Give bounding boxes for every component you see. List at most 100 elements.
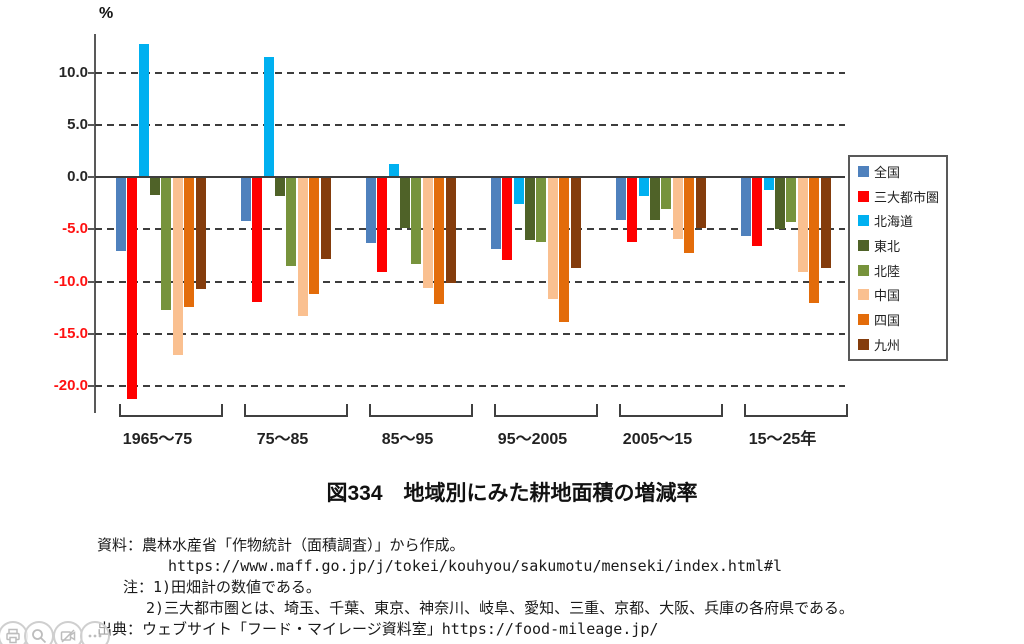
axis-bracket-85～95 <box>369 404 473 417</box>
x-category-label-15～25年: 15～25年 <box>748 431 817 448</box>
legend-label-四国: 四国 <box>874 313 901 329</box>
bar-全国-95～2005 <box>490 177 501 250</box>
bar-北陸-1965～75 <box>161 177 172 310</box>
bar-全国-15～25年 <box>740 177 751 236</box>
bar-三大都市圏-2005～15 <box>627 177 638 242</box>
legend-label-中国: 中国 <box>874 288 901 304</box>
bar-九州-75～85 <box>320 177 331 259</box>
zero-baseline <box>95 176 845 178</box>
y-tick-mark <box>88 71 95 74</box>
gridline-5.0 <box>95 123 845 126</box>
bar-中国-2005～15 <box>672 177 683 239</box>
legend-item-全国: 全国 <box>858 162 946 182</box>
legend-chip-北陸 <box>858 264 869 276</box>
bar-全国-2005～15 <box>615 177 626 220</box>
legend-label-九州: 九州 <box>874 337 901 353</box>
bar-北陸-75～85 <box>286 177 297 266</box>
bar-全国-1965～75 <box>115 177 126 252</box>
axis-bracket-75～85 <box>244 404 348 417</box>
bar-中国-95～2005 <box>547 177 558 300</box>
bar-三大都市圏-85～95 <box>377 177 388 273</box>
bar-九州-85～95 <box>445 177 456 283</box>
legend-item-北海道: 北海道 <box>858 211 946 231</box>
legend-chip-中国 <box>858 289 869 301</box>
legend-label-東北: 東北 <box>874 239 901 255</box>
legend-item-四国: 四国 <box>858 310 946 330</box>
bar-中国-85～95 <box>422 177 433 288</box>
note-source-url: https://www.maff.go.jp/j/tokei/kouhyou/s… <box>168 557 783 575</box>
y-tick-label-5.0: 5.0 <box>67 115 88 133</box>
legend-chip-三大都市圏 <box>858 190 869 202</box>
y-axis-line <box>94 34 96 413</box>
bar-北海道-15～25年 <box>763 177 774 190</box>
legend-item-九州: 九州 <box>858 334 946 354</box>
bar-四国-85～95 <box>434 177 445 305</box>
bar-東北-85～95 <box>399 177 410 229</box>
y-tick-mark <box>88 176 95 178</box>
legend-item-東北: 東北 <box>858 236 946 256</box>
gridline--5.0 <box>95 228 845 231</box>
x-category-label-85～95: 85～95 <box>381 431 434 448</box>
y-tick-mark <box>88 123 95 126</box>
chart-legend: 全国三大都市圏北海道東北北陸中国四国九州 <box>848 155 948 361</box>
bar-三大都市圏-15～25年 <box>752 177 763 246</box>
axis-bracket-2005～15 <box>619 404 723 417</box>
figure-title: 図334 地域別にみた耕地面積の増減率 <box>326 482 698 505</box>
x-category-label-75～85: 75～85 <box>256 431 309 448</box>
bar-九州-95～2005 <box>570 177 581 268</box>
bar-北海道-1965～75 <box>138 44 149 177</box>
y-tick-label--20.0: -20.0 <box>53 377 88 394</box>
legend-chip-全国 <box>858 166 869 178</box>
bar-北陸-85～95 <box>411 177 422 264</box>
y-tick-mark <box>88 385 95 387</box>
bar-九州-15～25年 <box>820 177 831 268</box>
x-category-label-95～2005: 95～2005 <box>497 431 568 448</box>
y-tick-mark <box>88 280 95 283</box>
x-category-label-1965～75: 1965～75 <box>122 431 193 448</box>
media-icon[interactable] <box>53 621 83 644</box>
axis-bracket-95～2005 <box>494 404 598 417</box>
legend-chip-東北 <box>858 240 869 252</box>
bar-三大都市圏-95～2005 <box>502 177 513 260</box>
bar-四国-15～25年 <box>809 177 820 304</box>
y-tick-label--10.0: -10.0 <box>53 272 88 290</box>
bar-九州-1965～75 <box>195 177 206 289</box>
y-tick-mark <box>88 228 95 231</box>
axis-bracket-1965～75 <box>119 404 223 417</box>
gridline-10.0 <box>95 71 845 74</box>
gridline--20.0 <box>95 385 845 387</box>
bar-四国-75～85 <box>309 177 320 295</box>
bar-北陸-15～25年 <box>786 177 797 222</box>
bar-東北-2005～15 <box>649 177 660 220</box>
bar-北海道-85～95 <box>388 164 399 177</box>
axis-bracket-15～25年 <box>744 404 848 417</box>
y-tick-label-0.0: 0.0 <box>67 168 88 185</box>
bar-東北-15～25年 <box>774 177 785 230</box>
y-tick-mark <box>88 332 95 335</box>
note-2-line: 2)三大都市圏とは、埼玉、千葉、東京、神奈川、岐阜、愛知、三重、京都、大阪、兵庫… <box>146 599 854 617</box>
legend-item-北陸: 北陸 <box>858 260 946 280</box>
bar-四国-2005～15 <box>684 177 695 254</box>
bar-北海道-95～2005 <box>513 177 524 205</box>
bar-中国-1965～75 <box>172 177 183 355</box>
bar-北陸-2005～15 <box>661 177 672 210</box>
zoom-icon[interactable] <box>24 621 54 644</box>
note-1-line: 注：1)田畑計の数値である。 <box>123 578 321 596</box>
bar-九州-2005～15 <box>695 177 706 229</box>
bar-全国-75～85 <box>240 177 251 221</box>
legend-chip-九州 <box>858 338 869 350</box>
bar-東北-1965～75 <box>149 177 160 195</box>
bar-三大都市圏-1965～75 <box>127 177 138 399</box>
x-category-label-2005～15: 2005～15 <box>622 431 693 448</box>
legend-item-三大都市圏: 三大都市圏 <box>858 186 946 206</box>
legend-item-中国: 中国 <box>858 285 946 305</box>
bar-北陸-95～2005 <box>536 177 547 242</box>
more-icon[interactable] <box>80 621 110 644</box>
bar-三大都市圏-75～85 <box>252 177 263 303</box>
legend-label-三大都市圏: 三大都市圏 <box>874 189 940 205</box>
y-tick-label-10.0: 10.0 <box>58 63 88 81</box>
bar-北海道-2005～15 <box>638 177 649 196</box>
bar-全国-85～95 <box>365 177 376 243</box>
legend-label-北陸: 北陸 <box>874 263 901 279</box>
